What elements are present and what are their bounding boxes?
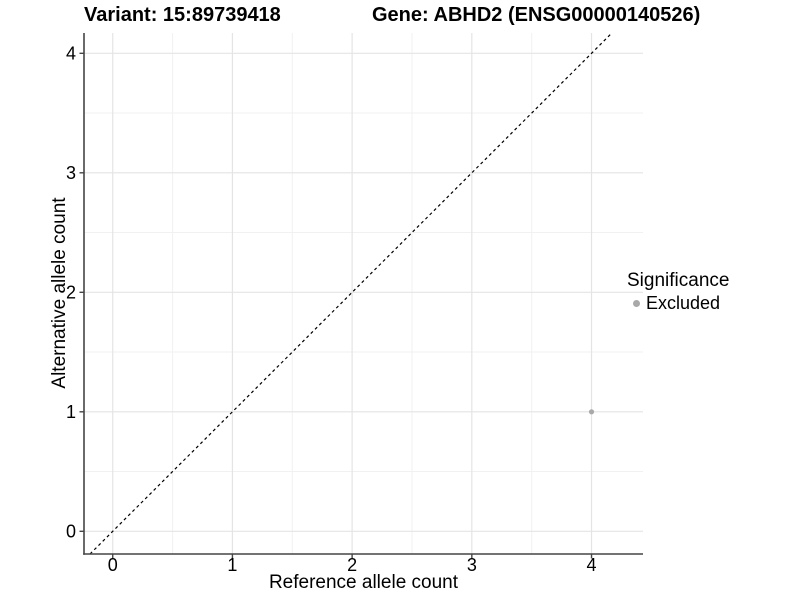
legend-item-excluded: Excluded bbox=[627, 293, 729, 314]
x-tick-label: 4 bbox=[587, 555, 597, 575]
legend-item-label: Excluded bbox=[646, 293, 721, 313]
x-tick-label: 1 bbox=[227, 555, 237, 575]
identity-dashed-line bbox=[89, 32, 613, 555]
y-axis-title: Alternative allele count bbox=[49, 197, 70, 389]
excluded-point-icon bbox=[633, 300, 640, 307]
variant-title: Variant: 15:89739418 bbox=[84, 4, 281, 26]
y-tick-label: 2 bbox=[66, 282, 76, 302]
x-axis-title: Reference allele count bbox=[268, 572, 459, 593]
gene-title: Gene: ABHD2 (ENSG00000140526) bbox=[372, 4, 701, 26]
x-tick-label: 2 bbox=[347, 555, 357, 575]
y-tick-label: 0 bbox=[66, 521, 76, 541]
y-tick-label: 1 bbox=[66, 402, 76, 422]
legend: Significance Excluded bbox=[627, 270, 729, 314]
x-tick-label: 3 bbox=[467, 555, 477, 575]
data-point bbox=[588, 409, 595, 415]
y-tick-label: 3 bbox=[66, 163, 76, 183]
legend-title: Significance bbox=[627, 270, 730, 291]
x-tick-label: 0 bbox=[108, 555, 118, 575]
y-tick-label: 4 bbox=[66, 43, 76, 63]
